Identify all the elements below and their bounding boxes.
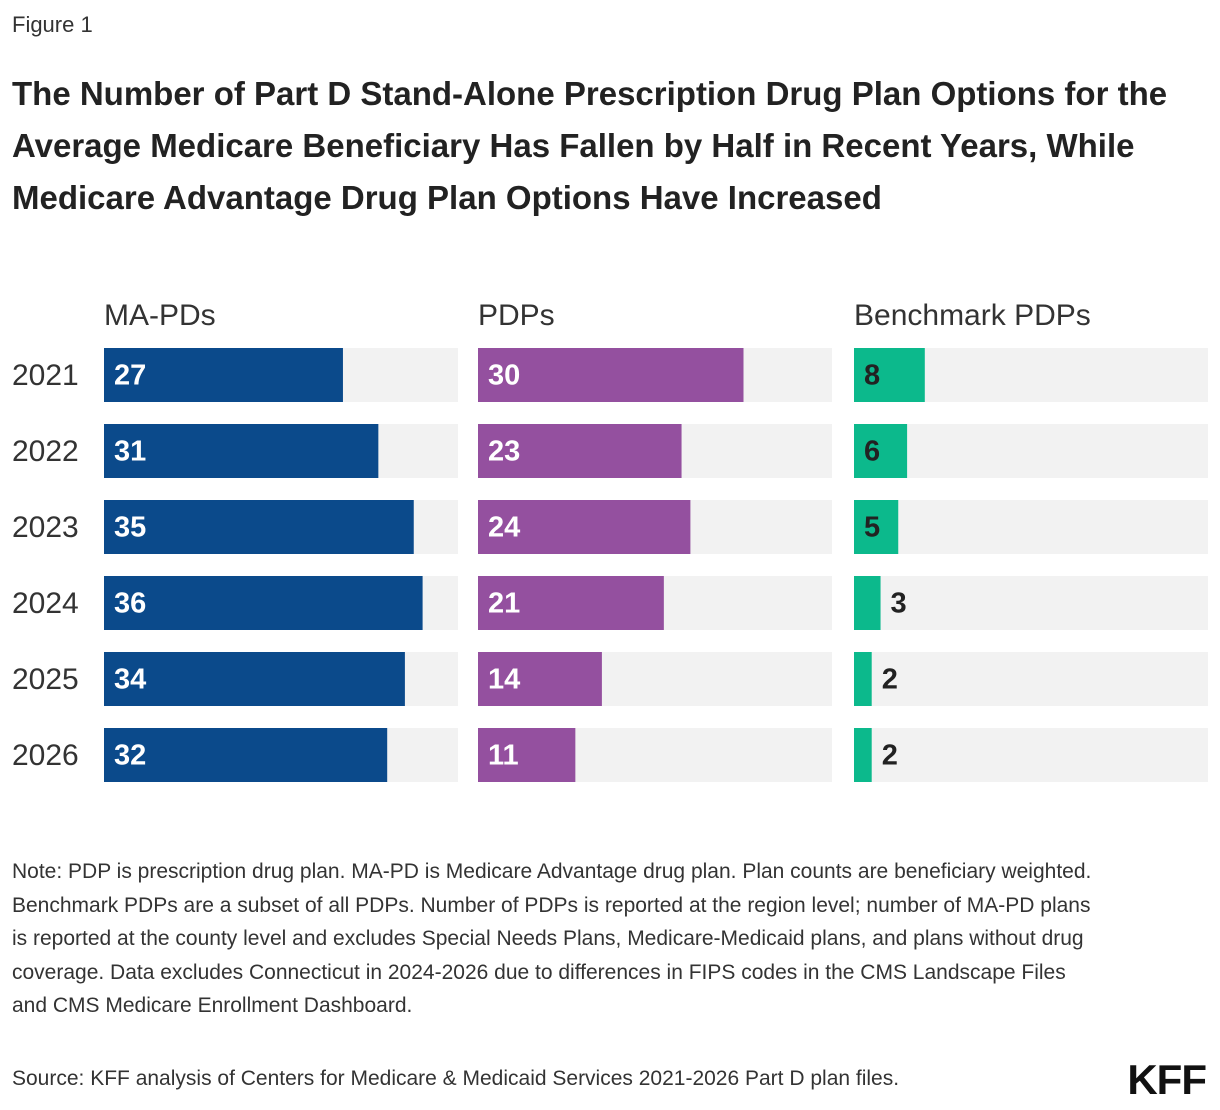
row-label: 2026 <box>12 739 79 772</box>
value-label: 6 <box>864 436 880 468</box>
source: Source: KFF analysis of Centers for Medi… <box>12 1067 900 1090</box>
bar <box>854 424 908 478</box>
value-label: 31 <box>114 436 146 468</box>
value-label: 36 <box>114 588 146 620</box>
bar-background <box>854 424 1208 478</box>
chart: 202120222023202420252026MA-PDs2731353634… <box>12 299 1208 782</box>
bar-background <box>854 728 1208 782</box>
row-label: 2025 <box>12 663 79 696</box>
figure-label: Figure 1 <box>12 12 93 37</box>
value-label: 27 <box>114 360 146 392</box>
logo: KFF <box>1127 1056 1207 1103</box>
bar <box>104 424 379 478</box>
value-label: 23 <box>488 436 520 468</box>
bar <box>478 728 576 782</box>
value-label: 2 <box>882 740 898 772</box>
bar <box>478 576 664 630</box>
bar-background <box>854 652 1208 706</box>
value-label: 35 <box>114 512 146 544</box>
bar <box>854 348 925 402</box>
value-label: 34 <box>114 664 146 696</box>
row-label: 2022 <box>12 435 79 468</box>
value-label: 5 <box>864 512 880 544</box>
bar <box>854 728 872 782</box>
bar <box>854 500 899 554</box>
value-label: 11 <box>488 740 519 772</box>
value-label: 14 <box>488 664 520 696</box>
row-label: 2024 <box>12 587 79 620</box>
bar <box>104 500 414 554</box>
panel-title: PDPs <box>478 299 555 332</box>
bar <box>104 576 423 630</box>
row-label: 2021 <box>12 359 79 392</box>
bar-background <box>854 576 1208 630</box>
bar <box>104 652 405 706</box>
bar <box>478 424 682 478</box>
bar <box>478 500 691 554</box>
bar <box>478 348 744 402</box>
value-label: 3 <box>891 588 907 620</box>
bar <box>854 576 881 630</box>
bar <box>104 348 343 402</box>
bar <box>478 652 602 706</box>
value-label: 21 <box>488 588 520 620</box>
bar <box>104 728 388 782</box>
panel-title: MA-PDs <box>104 299 216 332</box>
value-label: 8 <box>864 360 880 392</box>
note: Note: PDP is prescription drug plan. MA-… <box>12 860 1092 1017</box>
chart-title: The Number of Part D Stand-Alone Prescri… <box>12 75 1168 216</box>
value-label: 24 <box>488 512 520 544</box>
bar-background <box>854 500 1208 554</box>
value-label: 30 <box>488 360 520 392</box>
panel-title: Benchmark PDPs <box>854 299 1091 332</box>
value-label: 2 <box>882 664 898 696</box>
value-label: 32 <box>114 740 146 772</box>
bar <box>854 652 872 706</box>
row-label: 2023 <box>12 511 79 544</box>
